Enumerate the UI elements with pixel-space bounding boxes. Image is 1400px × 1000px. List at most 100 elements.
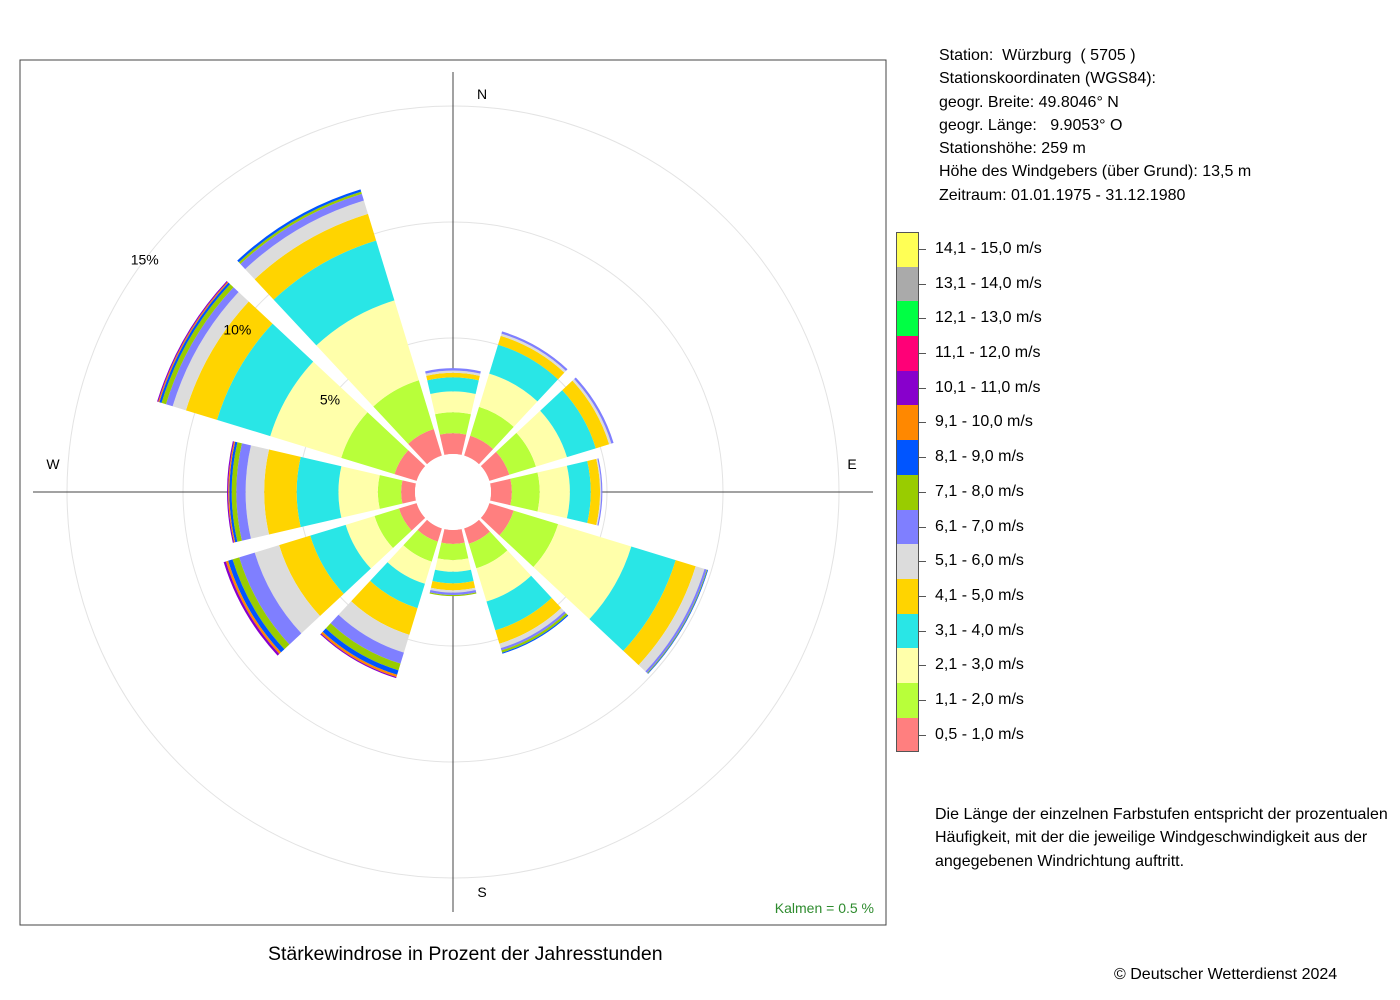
segment-300-class-3	[270, 361, 368, 458]
legend-tick	[919, 353, 926, 355]
legend-tick	[919, 457, 926, 459]
legend-tick	[919, 422, 926, 424]
segment-330-class-7	[240, 193, 364, 270]
legend-swatch	[896, 370, 919, 406]
anemometer-height: Höhe des Windgebers (über Grund): 13,5 m	[939, 163, 1252, 181]
segment-210-class-8	[325, 623, 401, 671]
segment-270-class-9	[229, 441, 238, 543]
segment-180-class-3	[435, 558, 471, 572]
segment-330-class-5	[254, 213, 377, 300]
sector-330	[237, 189, 442, 465]
segment-150-class-6	[499, 608, 565, 649]
period: Zeitraum: 01.01.1975 - 31.12.1980	[939, 186, 1186, 204]
segment-60-class-2	[496, 432, 536, 475]
sector-180	[429, 529, 477, 597]
segment-180-class-4	[432, 569, 474, 584]
sector-150	[464, 519, 569, 654]
segment-180-class-7	[429, 590, 477, 595]
segment-300-class-4	[216, 323, 314, 437]
segment-120-class-4	[589, 546, 676, 651]
segment-210-class-5	[351, 580, 418, 635]
legend-swatch	[896, 717, 919, 753]
legend-swatch	[896, 266, 919, 302]
segment-120-class-6	[638, 566, 705, 672]
segment-90-class-3	[537, 465, 570, 519]
legend-swatch	[896, 336, 919, 371]
segment-60-class-4	[540, 390, 596, 458]
segment-150-class-4	[486, 575, 552, 631]
ring-label-3: 15%	[131, 252, 159, 268]
segment-30-class-7	[501, 331, 568, 371]
longitude: geogr. Länge: 9.9053° O	[939, 116, 1123, 134]
segment-330-class-3	[316, 300, 419, 407]
segment-30-class-1	[464, 435, 494, 465]
segment-30-class-6	[500, 333, 566, 373]
legend-tick	[919, 665, 926, 667]
legend-swatch	[896, 544, 919, 579]
segment-180-class-8	[429, 592, 477, 597]
legend-swatch	[896, 405, 919, 441]
segment-0-class-3	[430, 391, 476, 415]
compass-label-n: N	[477, 86, 487, 102]
legend-label: 10,1 - 11,0 m/s	[935, 378, 1041, 396]
legend-tick	[919, 491, 926, 493]
segment-150-class-8	[501, 613, 568, 653]
legend-label: 8,1 - 9,0 m/s	[935, 448, 1024, 466]
segment-300-class-7	[165, 287, 239, 407]
segment-240-class-3	[345, 515, 393, 569]
segment-180-class-5	[430, 581, 476, 591]
segment-300-class-6	[172, 292, 249, 411]
segment-300-class-8	[161, 284, 234, 405]
ring-labels: 5% 10% 15%	[131, 252, 340, 408]
segment-270-class-10	[228, 441, 236, 543]
sector-300	[157, 280, 426, 481]
segment-240-class-9	[228, 559, 285, 653]
segment-0-class-7	[425, 368, 481, 374]
segment-330-class-2	[373, 380, 434, 444]
segment-240-class-2	[374, 508, 412, 548]
segment-0-class-4	[427, 377, 479, 394]
segment-150-class-3	[476, 550, 532, 602]
segment-300-class-1	[394, 450, 426, 481]
sector-30	[464, 331, 568, 465]
legend-label: 9,1 - 10,0 m/s	[935, 413, 1033, 431]
legend-swatch	[896, 578, 919, 614]
segment-240-class-7	[239, 552, 302, 645]
segment-120-class-1	[480, 503, 514, 536]
segment-90-class-4	[566, 461, 591, 523]
segment-210-class-4	[370, 562, 425, 609]
legend-swatch	[896, 648, 919, 683]
segment-330-class-6	[245, 200, 368, 280]
legend-swatch	[896, 682, 919, 718]
coords-heading: Stationskoordinaten (WGS84):	[939, 70, 1156, 88]
sector-210	[320, 519, 442, 679]
segment-270-class-6	[245, 445, 270, 539]
segment-270-class-8	[231, 442, 242, 542]
segment-120-class-5	[623, 560, 696, 666]
segment-240-class-8	[232, 557, 290, 650]
segment-180-class-1	[441, 529, 465, 544]
sector-90	[490, 458, 603, 526]
legend-swatch	[896, 509, 919, 545]
segment-210-class-3	[387, 545, 432, 584]
legend-label: 14,1 - 15,0 m/s	[935, 240, 1042, 257]
segment-210-class-9	[322, 628, 399, 675]
sector-120	[480, 503, 709, 674]
legend-label: 4,1 - 5,0 m/s	[935, 586, 1024, 604]
segment-180-class-2	[437, 542, 469, 561]
segment-270-class-2	[377, 475, 403, 509]
segment-90-class-1	[490, 478, 512, 506]
segment-270-class-5	[264, 449, 301, 535]
segment-0-class-1	[439, 433, 467, 455]
segment-240-class-5	[279, 535, 344, 617]
segment-30-class-2	[470, 406, 514, 449]
compass-labels: N E S W	[46, 86, 856, 900]
calm-label: Kalmen = 0.5 %	[775, 900, 874, 916]
legend-label: 0,5 - 1,0 m/s	[935, 725, 1024, 743]
chart-title: Stärkewindrose in Prozent der Jahresstun…	[268, 943, 663, 965]
compass-label-s: S	[477, 884, 486, 900]
segment-210-class-7	[330, 614, 404, 664]
legend-label: 7,1 - 8,0 m/s	[935, 482, 1024, 500]
segment-150-class-5	[495, 597, 562, 644]
legend-label: 2,1 - 3,0 m/s	[935, 656, 1024, 674]
